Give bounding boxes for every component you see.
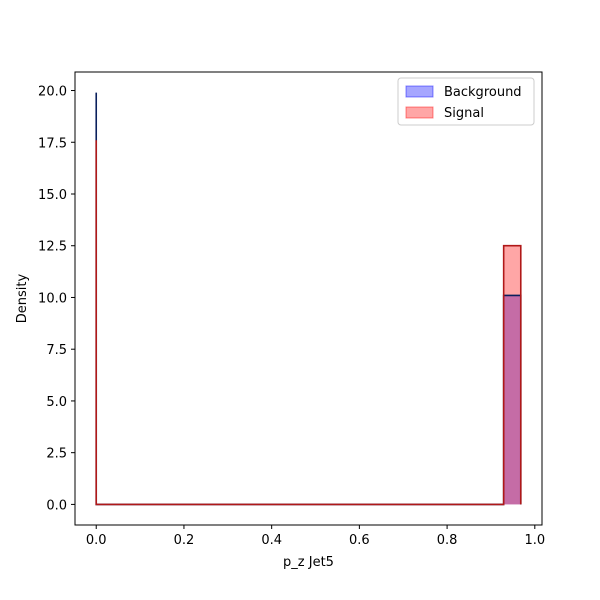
y-tick-label-1: 2.5	[46, 447, 67, 462]
axes-frame	[74, 71, 543, 526]
x-tick-label-5: 1.0	[524, 533, 545, 548]
step-outline-signal	[95, 140, 522, 506]
y-tick-label-0: 0.0	[46, 498, 67, 513]
axes: 0.0 0.2 0.4 0.6 0.8 1.0 0.0 2.5 5.0 7.5 10.0 12.5 15…	[38, 71, 545, 548]
legend-label-signal: Signal	[444, 106, 484, 121]
y-tick-label-5: 12.5	[38, 240, 67, 255]
legend-label-background: Background	[444, 85, 522, 100]
x-tick-label-4: 0.8	[437, 533, 458, 548]
plot-area	[95, 92, 522, 506]
bar-background-2	[503, 295, 521, 505]
bar-signal-2	[503, 245, 521, 505]
legend: Background Signal	[397, 77, 535, 126]
y-tick-label-2: 5.0	[46, 395, 67, 410]
y-tick-label-8: 20.0	[38, 85, 67, 100]
step-outline-background	[95, 92, 522, 506]
y-tick-label-3: 7.5	[46, 343, 67, 358]
x-tick-label-0: 0.0	[86, 533, 107, 548]
x-tick-label-2: 0.4	[261, 533, 282, 548]
x-tick-label-3: 0.6	[349, 533, 370, 548]
legend-swatch-background	[405, 85, 434, 98]
y-tick-label-7: 17.5	[38, 136, 67, 151]
legend-box	[397, 77, 535, 126]
y-tick-label-4: 10.0	[38, 291, 67, 306]
y-tick-label-6: 15.0	[38, 188, 67, 203]
x-axis-label: p_z Jet5	[283, 555, 334, 570]
y-axis-label: Density	[15, 273, 30, 323]
x-tick-label-1: 0.2	[174, 533, 195, 548]
legend-swatch-signal	[405, 106, 434, 119]
